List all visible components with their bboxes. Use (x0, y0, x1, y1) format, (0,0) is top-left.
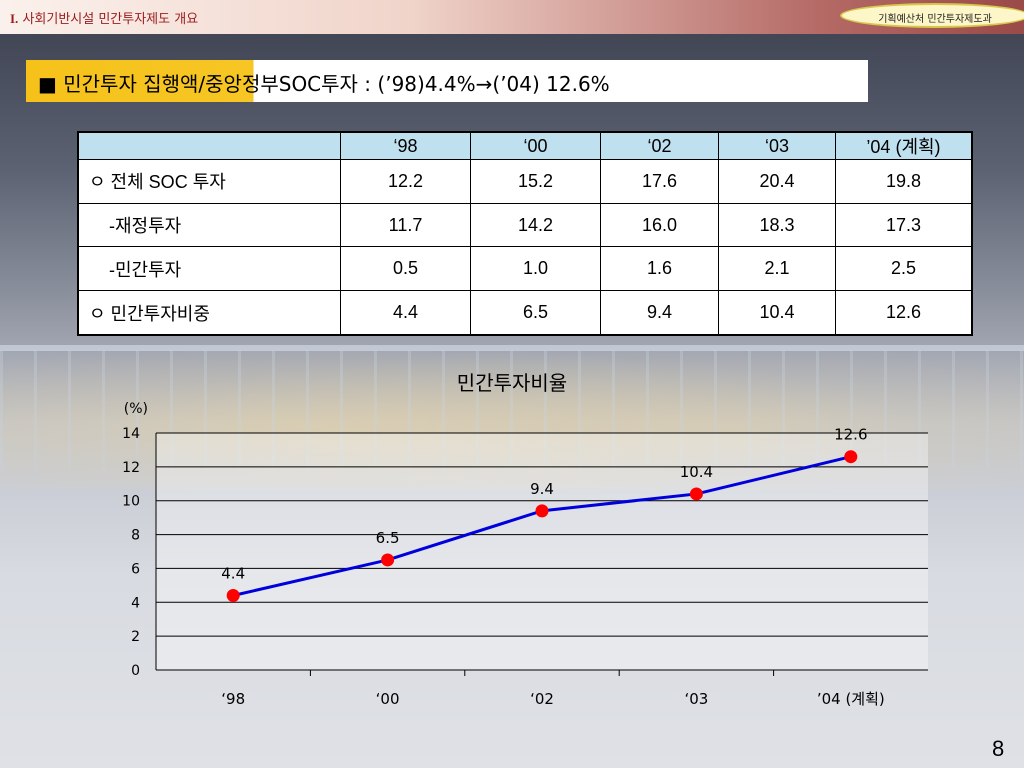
plot-area (156, 433, 928, 670)
table-cell: 2.1 (718, 246, 836, 292)
table-header-cell: ’04 (계획) (835, 131, 973, 160)
data-point (226, 589, 240, 603)
y-tick-label: 4 (131, 595, 140, 611)
table-cell: 11.7 (340, 202, 471, 248)
data-label: 6.5 (376, 529, 400, 547)
data-label: 9.4 (530, 480, 554, 498)
y-tick-label: 12 (122, 460, 140, 476)
table-row: ㅇ 전체 SOC 투자 12.2 15.2 17.6 20.4 19.8 (77, 159, 973, 204)
x-tick-label: ‘02 (530, 690, 554, 708)
section-number: I. (10, 11, 19, 26)
background-bridge (0, 345, 1024, 351)
headline-box: ■ 민간투자 집행액/중앙정부SOC투자 : (’98)4.4%→(’04) 1… (26, 60, 868, 102)
data-point (381, 553, 395, 567)
table-row-label: ㅇ 민간투자비중 (77, 290, 341, 336)
table-cell: 6.5 (470, 290, 601, 336)
section-title-text: 사회기반시설 민간투자제도 개요 (22, 12, 199, 27)
department-badge: 기획예산처 민간투자제도과 (840, 3, 1024, 28)
background-glow (0, 330, 1024, 490)
chart-title: 민간투자비율 (456, 371, 568, 395)
x-tick-label: ‘03 (684, 690, 708, 708)
table-cell: 19.8 (835, 159, 973, 204)
table-header-cell: ‘00 (470, 131, 601, 160)
data-label: 12.6 (834, 426, 867, 444)
table-cell: 2.5 (835, 246, 973, 292)
department-badge-text: 기획예산처 민간투자제도과 (878, 14, 992, 25)
table-header-cell: ‘98 (340, 131, 471, 160)
table-row: -재정투자 11.7 14.2 16.0 18.3 17.3 (77, 202, 973, 248)
table-cell: 1.6 (600, 246, 719, 292)
x-tick-label: ‘00 (376, 690, 400, 708)
table-cell: 17.3 (835, 202, 973, 248)
page-number: 8 (992, 736, 1005, 761)
y-tick-label: 8 (131, 528, 140, 544)
table-cell: 15.2 (470, 159, 601, 204)
table-cell: 20.4 (718, 159, 836, 204)
x-tick-label: ‘98 (221, 690, 245, 708)
x-tick-label: ’04 (계획) (817, 690, 885, 708)
soc-investment-table: ‘98 ‘00 ‘02 ‘03 ’04 (계획) ㅇ 전체 SOC 투자 12.… (77, 131, 973, 336)
background-pillars (0, 350, 1024, 470)
data-point (689, 487, 703, 501)
top-bar: I. 사회기반시설 민간투자제도 개요 기획예산처 민간투자제도과 (0, 0, 1024, 34)
data-point (844, 450, 858, 464)
table-row-label: -민간투자 (77, 246, 341, 292)
table-header-row: ‘98 ‘00 ‘02 ‘03 ’04 (계획) (77, 131, 973, 160)
table-cell: 16.0 (600, 202, 719, 248)
data-label: 10.4 (680, 463, 713, 481)
y-tick-label: 2 (131, 629, 140, 645)
y-axis-label: (%) (124, 401, 148, 417)
headline-text: ■ 민간투자 집행액/중앙정부SOC투자 : (’98)4.4%→(’04) 1… (38, 72, 610, 96)
y-tick-label: 10 (122, 494, 140, 510)
section-title: I. 사회기반시설 민간투자제도 개요 (10, 8, 198, 27)
y-tick-label: 14 (122, 426, 140, 442)
data-label: 4.4 (221, 565, 245, 583)
table-header-cell: ‘02 (600, 131, 719, 160)
y-tick-label: 0 (131, 663, 140, 679)
table-cell: 17.6 (600, 159, 719, 204)
table-cell: 18.3 (718, 202, 836, 248)
table-cell: 10.4 (718, 290, 836, 336)
data-point (535, 504, 549, 518)
table-header-cell (77, 131, 341, 160)
y-tick-label: 6 (131, 561, 140, 577)
table-row: ㅇ 민간투자비중 4.4 6.5 9.4 10.4 12.6 (77, 290, 973, 336)
table-cell: 12.6 (835, 290, 973, 336)
table-row-label: -재정투자 (77, 202, 341, 248)
